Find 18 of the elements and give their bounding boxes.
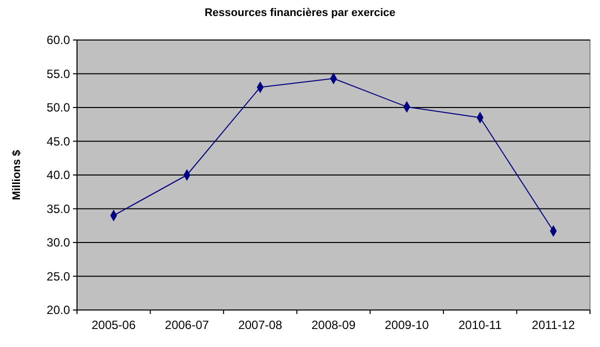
x-tick-label: 2011-12: [532, 318, 576, 332]
y-tick-label: 20.0: [46, 303, 70, 318]
x-tick-label: 2009-10: [384, 318, 430, 332]
y-axis-title: Millions $: [11, 150, 23, 200]
x-tick-label: 2008-09: [311, 318, 356, 332]
y-tick-label: 50.0: [46, 100, 70, 115]
y-tick-label: 45.0: [46, 134, 70, 148]
x-tick-label: 2010-11: [458, 318, 502, 332]
x-tick-label: 2005-06: [92, 318, 136, 332]
y-tick-label: 40.0: [46, 168, 70, 182]
y-tick-label: 25.0: [46, 269, 70, 284]
y-tick-label: 55.0: [46, 66, 70, 81]
y-tick-label: 60.0: [46, 33, 70, 48]
y-tick-label: 30.0: [46, 236, 70, 250]
x-tick-label: 2006-07: [164, 318, 210, 332]
y-tick-label: 35.0: [46, 202, 70, 216]
chart-title: Ressources financières par exercice: [204, 7, 396, 19]
x-tick-label: 2007-08: [238, 318, 283, 332]
